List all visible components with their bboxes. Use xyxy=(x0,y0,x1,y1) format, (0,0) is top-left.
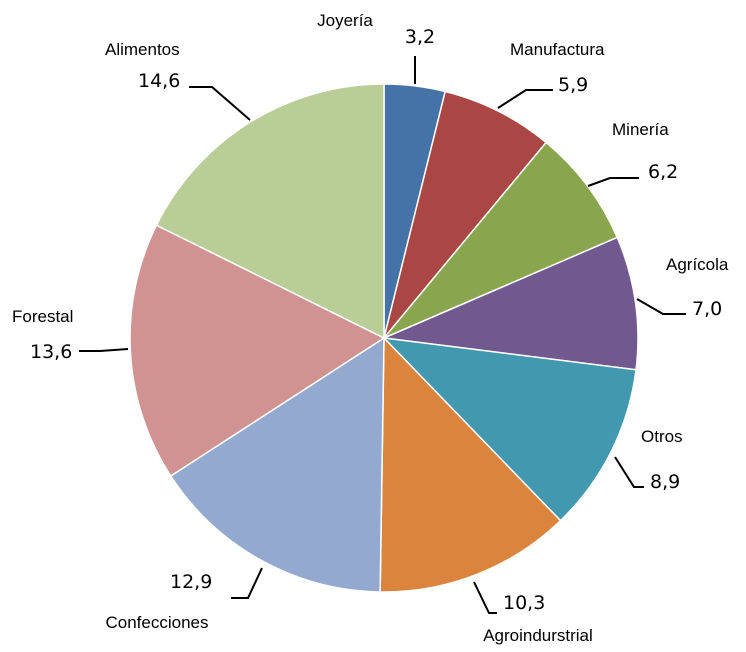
slice-label-joyeria: Joyería xyxy=(317,11,373,30)
slice-value-agroindurstrial: 10,3 xyxy=(503,592,545,614)
pie-slice-alimentos xyxy=(155,83,385,340)
slice-label-agricola: Agrícola xyxy=(666,255,729,274)
slice-value-confecciones: 12,9 xyxy=(170,571,212,593)
slice-value-otros: 8,9 xyxy=(650,471,680,493)
leader-line-alimentos xyxy=(189,86,251,121)
leader-lines xyxy=(79,56,686,614)
slice-value-mineria: 6,2 xyxy=(648,161,678,183)
leader-line-otros xyxy=(614,456,644,488)
slice-value-alimentos: 14,6 xyxy=(138,70,180,92)
slice-value-forestal: 13,6 xyxy=(30,341,72,363)
pie-slice-agricola xyxy=(381,236,639,371)
slice-label-manufactura: Manufactura xyxy=(510,40,605,59)
leader-line-mineria xyxy=(587,177,639,187)
slice-label-confecciones: Confecciones xyxy=(105,613,208,632)
leader-line-confecciones xyxy=(231,567,263,599)
slice-labels: Joyería 3,2 Manufactura 5,9 Minería 6,2 Agríco… xyxy=(12,11,729,645)
slice-label-alimentos: Alimentos xyxy=(105,40,180,59)
slice-label-mineria: Minería xyxy=(612,120,669,139)
slice-value-joyeria: 3,2 xyxy=(405,26,435,48)
slice-label-forestal: Forestal xyxy=(12,307,73,326)
pie-slice-confecciones xyxy=(169,336,385,593)
leader-line-agroindurstrial xyxy=(473,581,497,614)
slice-label-agroindurstrial: Agroindurstrial xyxy=(483,626,593,645)
slice-value-agricola: 7,0 xyxy=(692,298,722,320)
pie-slice-otros xyxy=(381,336,637,522)
pie-slice-manufactura xyxy=(383,90,548,339)
leader-line-forestal xyxy=(79,348,129,352)
slice-value-manufactura: 5,9 xyxy=(558,74,588,96)
pie-slice-mineria xyxy=(383,141,619,339)
pie-slice-forestal xyxy=(129,224,386,478)
leader-line-agricola xyxy=(636,298,686,315)
pie-slices xyxy=(129,83,639,593)
pie-slice-agroindurstrial xyxy=(379,336,562,593)
slice-label-otros: Otros xyxy=(641,427,683,446)
leader-line-manufactura xyxy=(497,89,553,109)
